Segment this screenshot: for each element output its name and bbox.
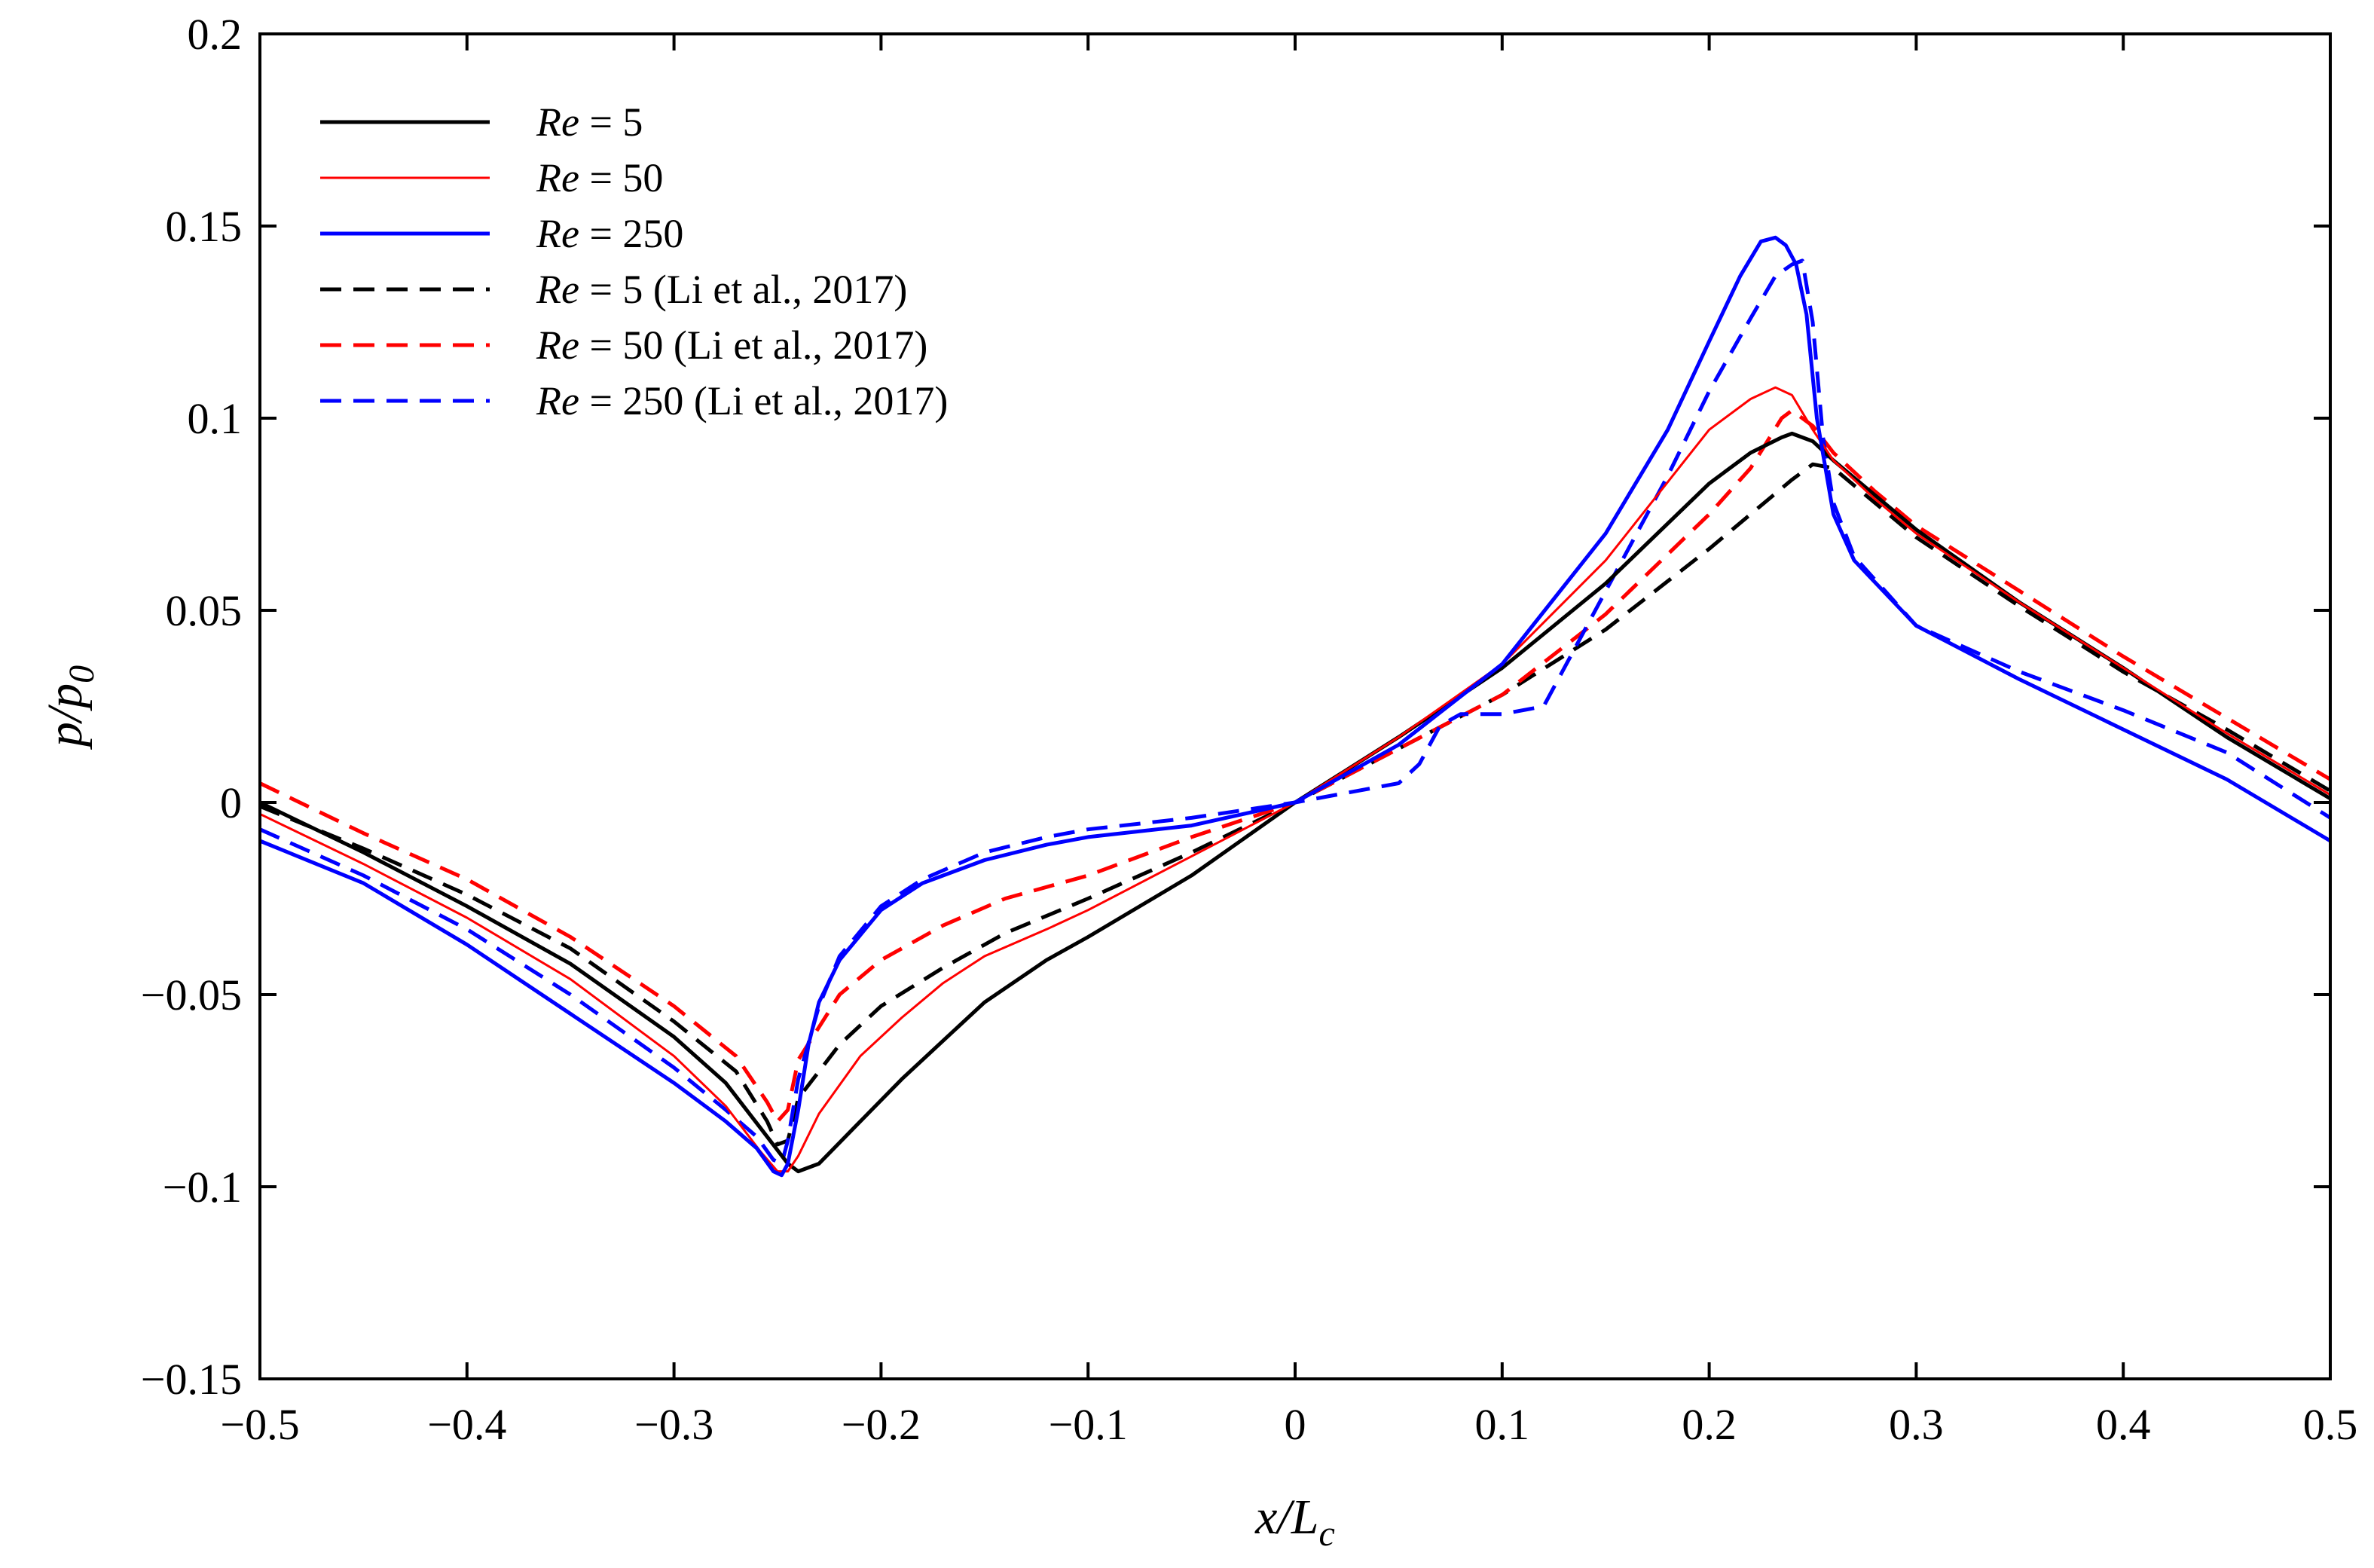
- y-axis-label-main: p/p: [38, 683, 93, 750]
- legend-label-re: Re: [536, 378, 579, 423]
- x-tick-label: 0.2: [1682, 1400, 1737, 1449]
- series-line-3: [259, 235, 2332, 1178]
- legend-label-5: Re = 50 (Li et al., 2017): [536, 322, 927, 368]
- x-tick-label: −0.5: [220, 1400, 299, 1449]
- legend-label-re: Re: [536, 267, 579, 312]
- x-tick-label: −0.2: [842, 1400, 921, 1449]
- series-line-2: [259, 386, 2331, 1173]
- y-axis-label: p/p0: [38, 665, 102, 750]
- legend-label-3: Re = 250: [536, 211, 683, 256]
- legend-label-value: = 5 (Li et al., 2017): [579, 267, 907, 312]
- series-line-4: [259, 462, 2332, 1147]
- legend-label-re: Re: [536, 322, 579, 368]
- legend-label-6: Re = 250 (Li et al., 2017): [536, 378, 948, 423]
- x-axis-label: x/Lc: [1254, 1490, 1335, 1554]
- series-line-1: [258, 431, 2332, 1174]
- legend-label-2: Re = 50: [536, 155, 663, 200]
- y-tick-label: 0.2: [188, 10, 243, 59]
- x-tick-label: 0.1: [1475, 1400, 1530, 1449]
- x-tick-label: 0.4: [2096, 1400, 2151, 1449]
- legend-label-value: = 250: [579, 211, 683, 256]
- legend-label-value: = 250 (Li et al., 2017): [579, 378, 948, 423]
- x-tick-label: 0.3: [1889, 1400, 1944, 1449]
- series-layer: [258, 235, 2332, 1178]
- legend-label-value: = 50 (Li et al., 2017): [579, 322, 927, 368]
- y-tick-label: 0.15: [166, 202, 243, 251]
- legend-label-4: Re = 5 (Li et al., 2017): [536, 267, 907, 312]
- y-tick-label: 0.1: [188, 394, 243, 443]
- legend-label-value: = 5: [579, 99, 643, 145]
- y-axis-label-subscript: 0: [62, 665, 102, 683]
- y-tick-label: −0.05: [141, 970, 242, 1019]
- x-tick-label: −0.1: [1049, 1400, 1128, 1449]
- legend-label-1: Re = 5: [536, 99, 643, 145]
- y-tick-label: −0.15: [141, 1355, 242, 1404]
- legend-label-re: Re: [536, 99, 579, 145]
- x-tick-label: 0: [1285, 1400, 1306, 1449]
- y-tick-label: −0.1: [163, 1163, 242, 1212]
- y-tick-label: 0.05: [166, 586, 243, 635]
- x-axis-label-subscript: c: [1319, 1514, 1335, 1554]
- legend-label-value: = 50: [579, 155, 663, 200]
- legend-label-re: Re: [536, 155, 579, 200]
- legend-label-re: Re: [536, 211, 579, 256]
- x-tick-label: −0.3: [634, 1400, 713, 1449]
- ticks-layer: −0.5 −0.4 −0.3 −0.2 −0.1 0 0.1 0.2 0.3 0.4 0.5 −0.1…: [141, 10, 2357, 1449]
- x-tick-label: −0.4: [427, 1400, 506, 1449]
- x-tick-label: 0.5: [2303, 1400, 2358, 1449]
- y-tick-label: 0: [220, 778, 242, 827]
- series-line-6: [258, 258, 2332, 1166]
- x-axis-label-main: x/L: [1254, 1490, 1318, 1545]
